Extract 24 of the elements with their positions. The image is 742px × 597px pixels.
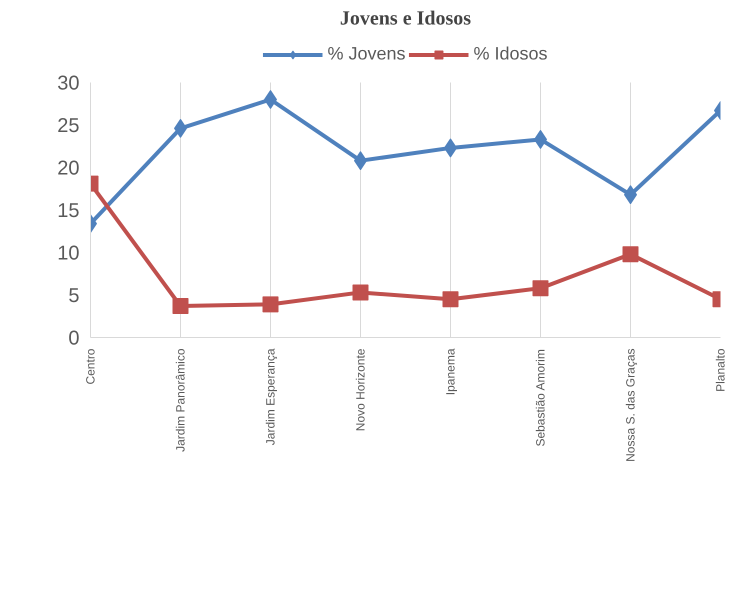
y-tick-label: 10 <box>57 242 80 264</box>
x-tick-label: Jardim Panorâmico <box>174 348 188 452</box>
x-tick-label: Planalto <box>714 348 728 392</box>
point <box>262 296 278 312</box>
y-tick-label: 30 <box>57 72 80 94</box>
point <box>532 280 548 296</box>
y-tick-label: 15 <box>57 200 80 222</box>
y-tick-label: 0 <box>68 328 80 350</box>
point <box>622 246 638 262</box>
x-tick-label: Novo Horizonte <box>354 348 368 432</box>
y-tick-label: 20 <box>57 158 80 180</box>
legend-label: % Idosos <box>474 44 548 64</box>
point <box>172 298 188 314</box>
chart-title: Jovens e Idosos <box>340 8 472 30</box>
legend-label: % Jovens <box>327 44 406 64</box>
x-tick-label: Centro <box>84 348 98 385</box>
y-tick-label: 5 <box>68 285 80 307</box>
x-tick-label: Jardim Esperança <box>264 348 278 446</box>
x-tick-label: Nossa S. das Graças <box>624 348 638 462</box>
point <box>442 291 458 308</box>
x-tick-label: Sebastião Amorim <box>534 349 548 447</box>
point <box>352 284 368 300</box>
x-tick-label: Ipanema <box>444 348 458 396</box>
y-tick-label: 25 <box>57 115 80 137</box>
